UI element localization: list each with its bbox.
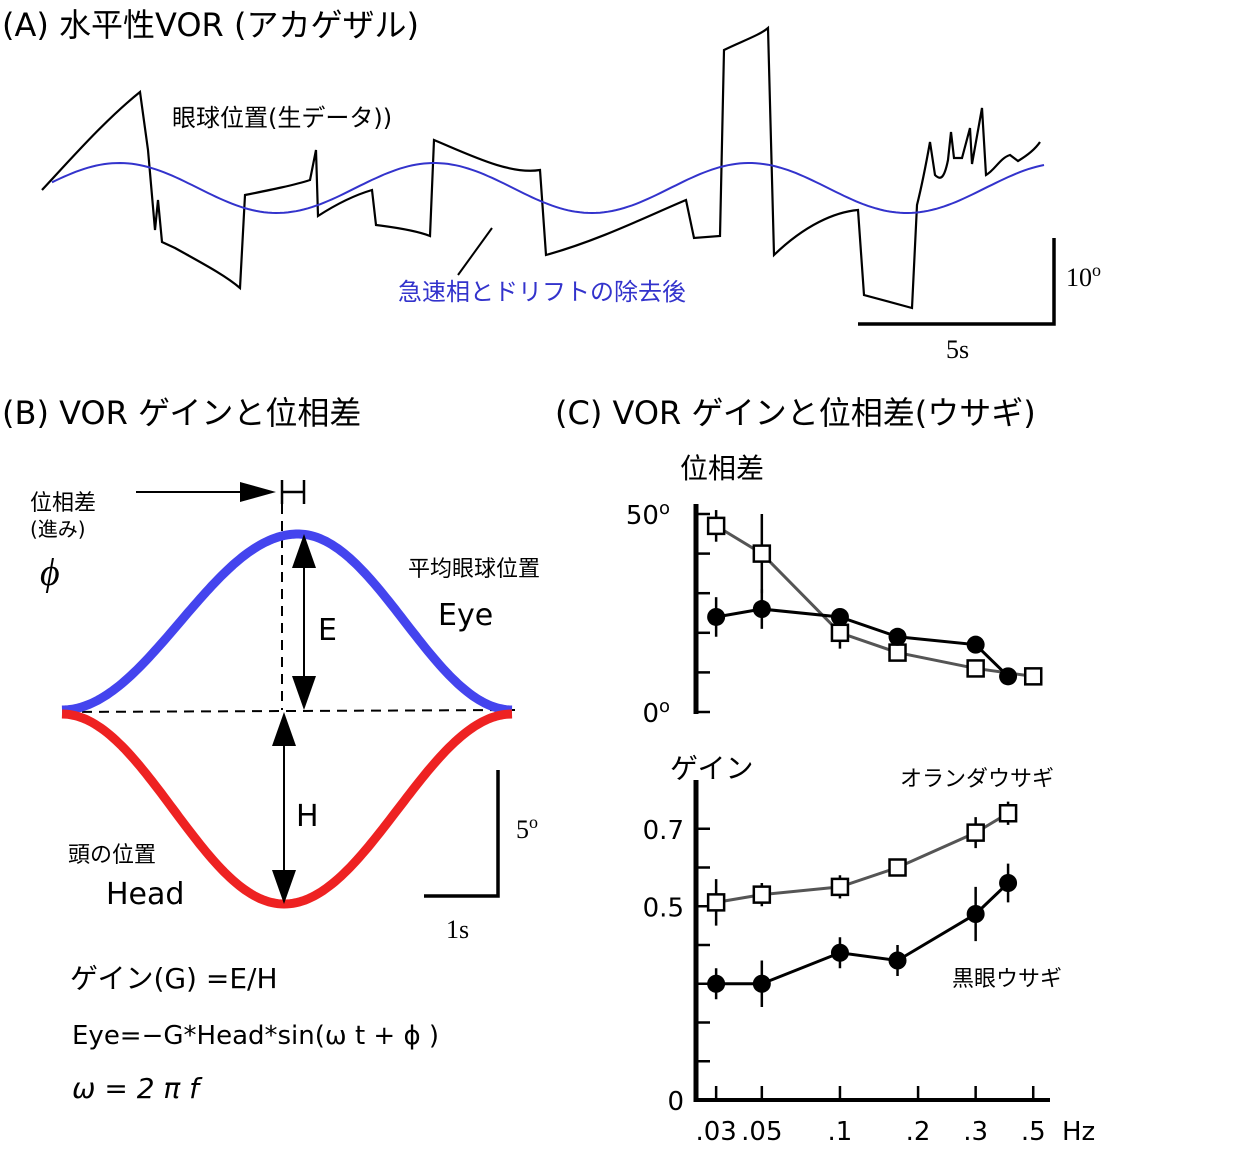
data-point-square [1023, 667, 1043, 686]
x-tick-label: .2 [906, 1117, 931, 1147]
panel-a-scale-bar [858, 238, 1056, 326]
series-label-dutch-rabbit: オランダウサギ [900, 767, 1054, 792]
data-point-square [830, 877, 850, 897]
panel-a: (A) 水平性VOR (アカゲザル) 眼球位置(生データ)) 急速相とドリフトの… [2, 6, 1101, 364]
y-axis-label: ゲイン [670, 752, 753, 785]
data-point-circle [966, 905, 985, 923]
data-point-square [830, 623, 850, 643]
y-axis-label: 位相差 [680, 452, 764, 485]
data-point-circle [707, 607, 726, 626]
data-point-square [752, 544, 772, 563]
phase-arrow-head [240, 482, 276, 502]
y-tick-label: 0 [667, 1087, 684, 1117]
data-point-circle [888, 627, 907, 646]
y-tick-label: 0.5 [643, 893, 684, 923]
x-tick-label: .03 [695, 1117, 736, 1147]
e-arrow-head-top [292, 534, 316, 568]
panel-a-title: (A) 水平性VOR (アカゲザル) [2, 6, 419, 44]
panel-a-scale-v-label: 10o [1066, 260, 1101, 292]
data-point-square [998, 804, 1018, 823]
panel-b: (B) VOR ゲインと位相差 位相差 (進み) ϕ E H 平均眼球位置 Ey… [2, 394, 540, 1105]
head-label-en: Head [106, 877, 184, 912]
eye-curve [61, 529, 513, 715]
y-tick-label: 0o [642, 696, 670, 729]
data-point-square [966, 823, 985, 842]
raw-eye-trace [41, 25, 1041, 310]
phase-label: 位相差 [30, 491, 96, 516]
processed-eye-trace [51, 161, 1045, 215]
data-point-square [706, 516, 726, 536]
formula-omega: ω = 2 π f [72, 1072, 203, 1105]
panel-b-scale-h-label: 1s [446, 915, 469, 944]
formula-gain: ゲイン(G) =E/H [70, 962, 278, 995]
data-point-circle [888, 951, 907, 970]
phase-lead-label: (進み) [30, 517, 86, 541]
panel-b-scale-v-label: 5o [516, 812, 538, 844]
baseline-dashed-line [64, 709, 516, 713]
data-point-circle [830, 943, 849, 962]
processed-trace-label: 急速相とドリフトの除去後 [398, 278, 686, 306]
x-tick-label: .3 [963, 1117, 988, 1147]
series-label-black-eye-rabbit: 黒眼ウサギ [952, 967, 1062, 992]
head-label-jp: 頭の位置 [68, 843, 156, 868]
data-point-circle [999, 667, 1018, 686]
panel-b-scale-bar [424, 770, 500, 898]
data-point-square [966, 659, 985, 678]
data-point-circle [830, 607, 849, 626]
data-point-square [706, 893, 726, 912]
data-point-circle [752, 974, 771, 993]
y-tick-label: 50o [626, 498, 670, 531]
phase-chart: 位相差 50o 0o [626, 452, 1043, 729]
data-point-square [752, 885, 772, 904]
panel-a-scale-h-label: 5s [946, 335, 969, 364]
e-arrow-head-bottom [292, 676, 316, 710]
y-tick-label: 0.7 [643, 816, 684, 846]
formula-eye: Eye=−G*Head*sin(ω t + ϕ ) [72, 1021, 439, 1051]
data-point-circle [999, 874, 1018, 892]
x-tick-label: .1 [828, 1117, 853, 1147]
x-tick-label: .5 [1021, 1117, 1046, 1147]
processed-pointer-line [457, 227, 493, 276]
h-arrow-head-top [272, 712, 296, 746]
h-arrow-head-bottom [272, 870, 296, 904]
data-point-circle [707, 974, 726, 993]
e-label: E [318, 613, 337, 648]
eye-label-jp: 平均眼球位置 [408, 557, 540, 582]
eye-label-en: Eye [438, 598, 493, 633]
x-tick-label: .05 [741, 1117, 782, 1147]
panel-b-title: (B) VOR ゲインと位相差 [2, 394, 361, 432]
data-point-circle [752, 600, 771, 619]
data-point-square [888, 858, 907, 877]
data-point-circle [966, 635, 985, 654]
data-point-square [888, 643, 907, 662]
head-curve [61, 709, 513, 909]
phi-symbol: ϕ [40, 552, 60, 594]
h-label: H [296, 799, 319, 834]
panel-c-title: (C) VOR ゲインと位相差(ウサギ) [555, 394, 1036, 432]
x-axis-unit-label: Hz [1062, 1117, 1095, 1147]
raw-trace-label: 眼球位置(生データ)) [172, 104, 392, 132]
